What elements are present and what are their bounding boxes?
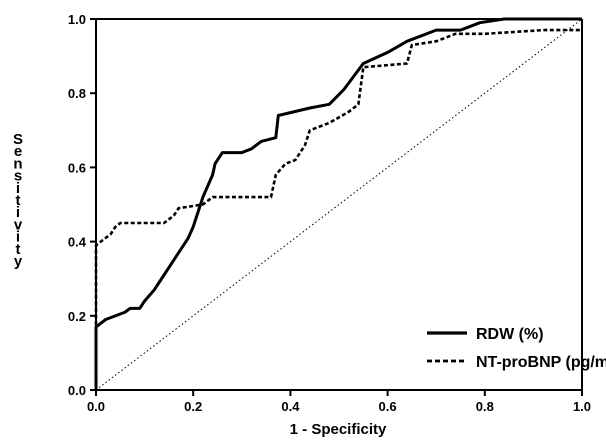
x-tick-label: 0.0	[87, 399, 105, 414]
y-tick-label: 0.4	[68, 235, 87, 250]
series-line-2	[94, 28, 582, 390]
y-tick-label: 0.2	[68, 309, 86, 324]
x-tick-label: 0.8	[476, 399, 494, 414]
y-tick-label: 0.0	[68, 383, 86, 398]
legend: RDW (%) NT-proBNP (pg/mL)	[427, 326, 606, 371]
series-line-1	[94, 17, 582, 390]
x-tick-label: 1.0	[573, 399, 591, 414]
legend-label-2: NT-proBNP (pg/mL)	[476, 354, 606, 371]
legend-label-1: RDW (%)	[476, 326, 544, 343]
x-tick-label: 0.6	[379, 399, 397, 414]
x-axis-title: 1 - Specificity	[290, 421, 387, 438]
y-tick-label: 0.8	[68, 86, 86, 101]
x-tick-label: 0.2	[184, 399, 202, 414]
x-tick-label: 0.4	[281, 399, 300, 414]
y-tick-label: 0.6	[68, 160, 86, 175]
y-tick-label: 1.0	[68, 12, 86, 27]
